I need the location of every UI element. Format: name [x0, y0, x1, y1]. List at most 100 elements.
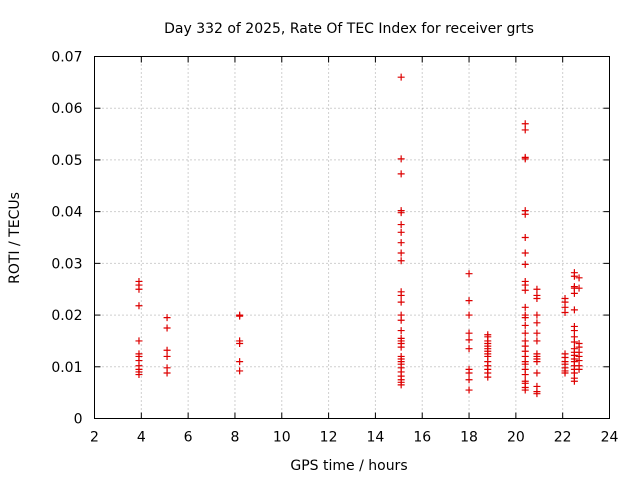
data-point-marker	[465, 270, 473, 278]
data-point-marker	[397, 155, 405, 163]
data-point-marker	[465, 311, 473, 319]
data-point-marker	[521, 286, 529, 294]
x-axis-label: GPS time / hours	[290, 458, 407, 474]
data-point-marker	[397, 327, 405, 335]
y-tick-label: 0.07	[51, 50, 82, 66]
data-point-marker	[135, 337, 143, 345]
data-point-marker	[570, 289, 578, 297]
data-point-marker	[533, 329, 541, 337]
data-point-marker	[521, 234, 529, 241]
x-tick-label: 22	[554, 430, 572, 446]
data-point-marker	[533, 337, 541, 345]
data-point-marker	[397, 316, 405, 324]
data-point-marker	[236, 312, 244, 320]
data-point-marker	[397, 249, 405, 257]
data-point-marker	[533, 390, 541, 398]
y-tick-label: 0.02	[51, 308, 82, 324]
data-point-marker	[397, 228, 405, 236]
data-point-marker	[521, 249, 529, 257]
y-tick-label: 0.03	[51, 256, 82, 272]
data-point-marker	[521, 260, 529, 268]
y-tick-label: 0.05	[51, 153, 82, 169]
x-tick-label: 20	[507, 430, 525, 446]
data-point-marker	[465, 386, 473, 394]
data-point-marker	[575, 274, 583, 282]
data-point-marker	[397, 209, 405, 217]
data-point-marker	[465, 297, 473, 305]
data-point-marker	[521, 210, 529, 218]
data-point-marker	[163, 324, 171, 332]
data-point-marker	[465, 376, 473, 384]
data-point-marker	[397, 239, 405, 247]
data-point-marker	[570, 272, 578, 280]
data-point-marker	[521, 386, 529, 394]
data-point-marker	[163, 352, 171, 360]
x-tick-labels: 2 4 6 8 10 12 14 16 18 20 22 24	[90, 430, 618, 446]
data-point-marker	[521, 321, 529, 329]
data-point-marker	[163, 369, 171, 377]
data-point-marker	[561, 369, 569, 377]
data-point-marker	[533, 285, 541, 293]
data-point-marker	[135, 371, 143, 379]
data-point-marker	[533, 311, 541, 319]
data-point-marker	[521, 371, 529, 379]
data-point-marker	[533, 319, 541, 327]
x-tick-label: 2	[90, 430, 99, 446]
data-point-marker	[521, 126, 529, 134]
data-point-marker	[570, 306, 578, 314]
data-point-marker	[397, 170, 405, 178]
data-point-marker	[570, 377, 578, 385]
data-point-marker	[397, 221, 405, 229]
y-tick-label: 0.06	[51, 101, 82, 117]
data-point-marker	[397, 343, 405, 351]
data-point-marker	[521, 303, 529, 311]
data-point-marker	[236, 367, 244, 375]
chart-title: Day 332 of 2025, Rate Of TEC Index for r…	[164, 21, 534, 37]
data-point-marker	[570, 338, 578, 346]
plot-frame	[94, 56, 610, 419]
data-points	[135, 73, 583, 398]
data-point-marker	[521, 314, 529, 322]
y-axis-label: ROTI / TECUs	[7, 192, 23, 284]
x-tick-label: 24	[601, 430, 619, 446]
data-point-marker	[521, 120, 529, 128]
data-point-marker	[465, 369, 473, 377]
data-point-marker	[397, 381, 405, 389]
data-point-marker	[163, 346, 171, 354]
x-tick-label: 16	[413, 430, 431, 446]
x-tick-label: 4	[137, 430, 146, 446]
data-point-marker	[575, 365, 583, 373]
data-point-marker	[397, 298, 405, 306]
data-point-marker	[484, 373, 492, 381]
axis-ticks	[94, 56, 610, 419]
x-tick-label: 12	[320, 430, 338, 446]
data-point-marker	[236, 340, 244, 348]
y-tick-labels: 0 0.01 0.02 0.03 0.04 0.05 0.06 0.07	[51, 50, 82, 428]
data-point-marker	[397, 73, 405, 81]
y-tick-label: 0.01	[51, 360, 82, 376]
data-point-marker	[135, 302, 143, 310]
data-point-marker	[465, 329, 473, 337]
data-point-marker	[163, 314, 171, 322]
x-tick-label: 8	[230, 430, 239, 446]
data-point-marker	[533, 369, 541, 377]
grid	[94, 56, 610, 419]
data-point-marker	[135, 285, 143, 293]
data-point-marker	[533, 358, 541, 366]
x-tick-label: 18	[460, 430, 478, 446]
data-point-marker	[521, 329, 529, 337]
x-tick-label: 6	[184, 430, 193, 446]
data-point-marker	[397, 291, 405, 299]
data-point-marker	[397, 257, 405, 265]
data-point-marker	[521, 155, 529, 163]
y-tick-label: 0.04	[51, 205, 82, 221]
data-point-marker	[465, 336, 473, 344]
data-point-marker	[570, 327, 578, 335]
data-point-marker	[236, 358, 244, 366]
x-tick-label: 14	[366, 430, 384, 446]
data-point-marker	[533, 295, 541, 303]
data-point-marker	[575, 284, 583, 292]
y-tick-label: 0	[74, 412, 83, 428]
data-point-marker	[465, 345, 473, 353]
